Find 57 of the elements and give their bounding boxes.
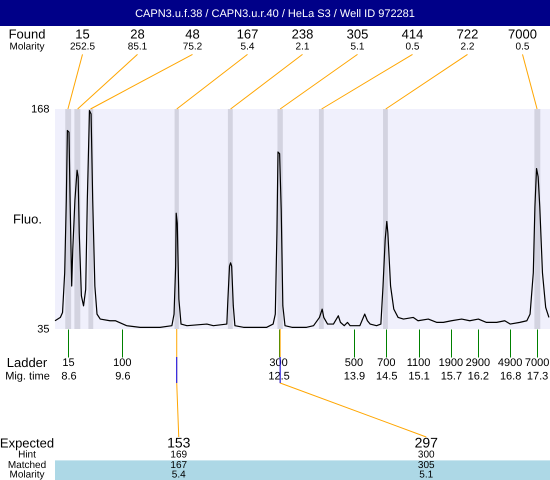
chart-title: CAPN3.u.f.38 / CAPN3.u.r.40 / HeLa S3 / Well ID 972281 xyxy=(135,8,415,20)
text: Molarity xyxy=(9,42,45,53)
x-tick-label: 8.6 xyxy=(61,370,77,382)
y-axis-title: Fluo. xyxy=(13,212,42,226)
text: 500 xyxy=(344,357,364,369)
annotation: 75.2 xyxy=(182,42,203,53)
text: 305 xyxy=(418,460,436,471)
band-label: 7000 xyxy=(508,26,537,42)
text: 5.4 xyxy=(172,469,186,480)
x-tick-label: 17.3 xyxy=(526,370,548,382)
annotation: 252.5 xyxy=(70,42,96,53)
text: 167 xyxy=(170,460,188,471)
annotation: 297 xyxy=(414,434,438,450)
text: 700 xyxy=(377,357,396,369)
x-tick-label: 14.5 xyxy=(376,370,398,382)
band-label: 305 xyxy=(346,26,368,42)
x-axis-title: Mig. time xyxy=(5,370,50,382)
x-tick-label: 15.1 xyxy=(408,370,430,382)
text: 5.1 xyxy=(419,469,434,480)
band-label: 28 xyxy=(130,26,145,42)
text: 169 xyxy=(170,450,188,461)
text: 100 xyxy=(113,357,132,369)
band-label: 48 xyxy=(185,26,200,42)
annotation: 85.1 xyxy=(128,42,148,53)
text: 2900 xyxy=(466,357,490,369)
text: Molarity xyxy=(9,469,45,480)
y-tick-label: 35 xyxy=(37,324,50,336)
text: Hint xyxy=(18,450,36,461)
x-tick-label: 16.2 xyxy=(468,370,490,382)
x-tick-label: 15.7 xyxy=(440,370,462,382)
annotation: 0.5 xyxy=(516,42,530,53)
line-series xyxy=(54,110,550,328)
band-label: 414 xyxy=(402,26,424,42)
text: Expected xyxy=(0,436,54,450)
band-label: 167 xyxy=(236,26,258,42)
band-label: 15 xyxy=(75,26,90,42)
band-label: 238 xyxy=(292,26,314,42)
text: Found xyxy=(8,26,46,42)
text: Ladder xyxy=(6,355,48,370)
text: 300 xyxy=(418,450,436,461)
text: 4900 xyxy=(498,357,522,369)
text: Matched xyxy=(8,460,46,471)
annotation: 2.1 xyxy=(296,42,310,53)
x-tick-label: 9.6 xyxy=(115,370,130,382)
y-tick-label: 168 xyxy=(31,104,50,116)
annotation: 5.4 xyxy=(240,42,255,53)
band-label: 722 xyxy=(456,26,478,42)
x-tick-label: 16.8 xyxy=(500,370,522,382)
annotation: 2.2 xyxy=(460,42,475,53)
x-tick-label: 13.9 xyxy=(344,370,366,382)
text: 1100 xyxy=(406,357,430,369)
text: 15 xyxy=(62,357,75,369)
text: 7000 xyxy=(524,357,550,369)
annotation: 0.5 xyxy=(406,42,420,53)
annotation: 153 xyxy=(167,434,191,450)
text: 1900 xyxy=(438,357,464,369)
annotation: 5.1 xyxy=(350,42,365,53)
